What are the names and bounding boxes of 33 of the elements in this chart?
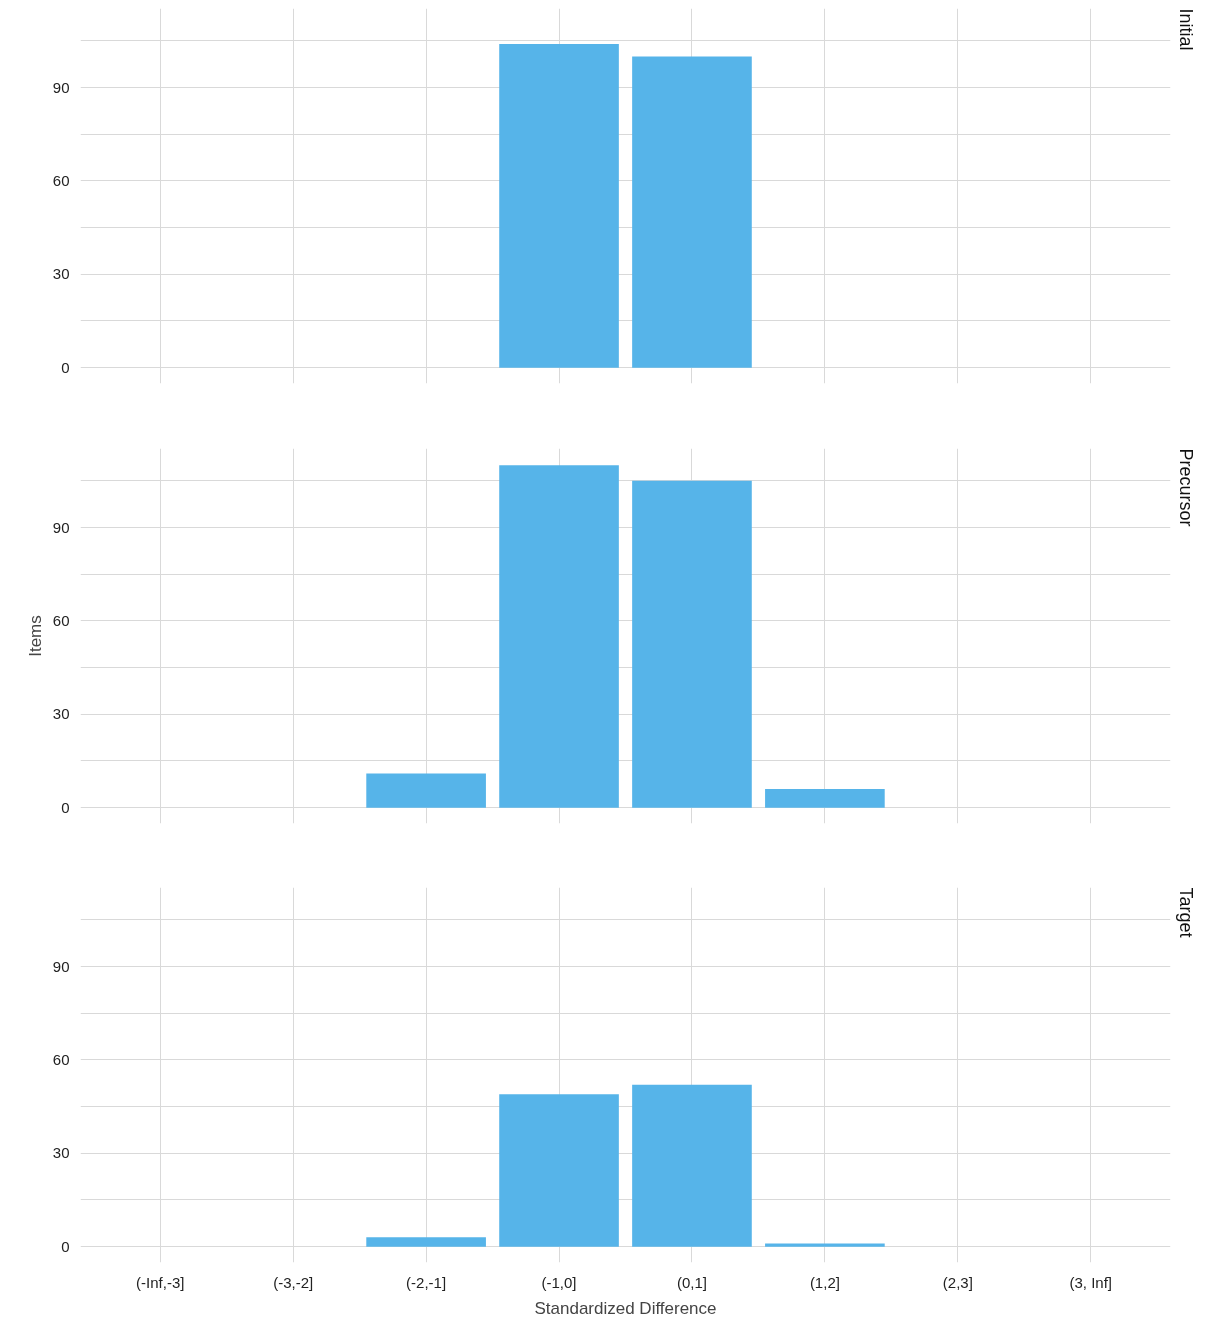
bar [765,1243,885,1247]
text: Precursor [1175,448,1196,527]
y-tick-label: 90 [52,518,70,536]
y-tick-label: 30 [52,265,70,283]
y-tick-label: 0 [61,1237,70,1255]
bar [499,465,619,808]
x-axis-title: Standardized Difference [534,1298,717,1318]
text: Target [1175,887,1196,938]
bar [366,773,486,808]
bar [632,1084,752,1247]
y-tick-label: 0 [61,358,70,376]
y-tick-label: 30 [52,705,70,723]
bar [765,788,885,808]
text: Initial [1175,8,1196,51]
x-tick-label: (-1,0] [541,1273,577,1291]
y-tick-label: 90 [52,78,70,96]
x-tick-label: (0,1] [676,1273,707,1291]
bar [632,480,752,808]
y-tick-label: 90 [52,957,70,975]
x-tick-label: (-3,-2] [273,1273,314,1291]
x-tick-label: (-2,-1] [406,1273,447,1291]
y-tick-label: 60 [52,611,70,629]
y-tick-label: 30 [52,1144,70,1162]
y-axis-title: Items [25,615,45,657]
y-tick-label: 60 [52,1050,70,1068]
x-tick-label: (1,2] [809,1273,840,1291]
bar [366,1237,486,1247]
x-tick-label: (3, Inf] [1069,1273,1113,1291]
x-tick-label: (2,3] [942,1273,973,1291]
x-tick-label: (-Inf,-3] [136,1273,185,1291]
bar [499,1094,619,1247]
y-tick-label: 0 [61,798,70,816]
y-tick-label: 60 [52,171,70,189]
